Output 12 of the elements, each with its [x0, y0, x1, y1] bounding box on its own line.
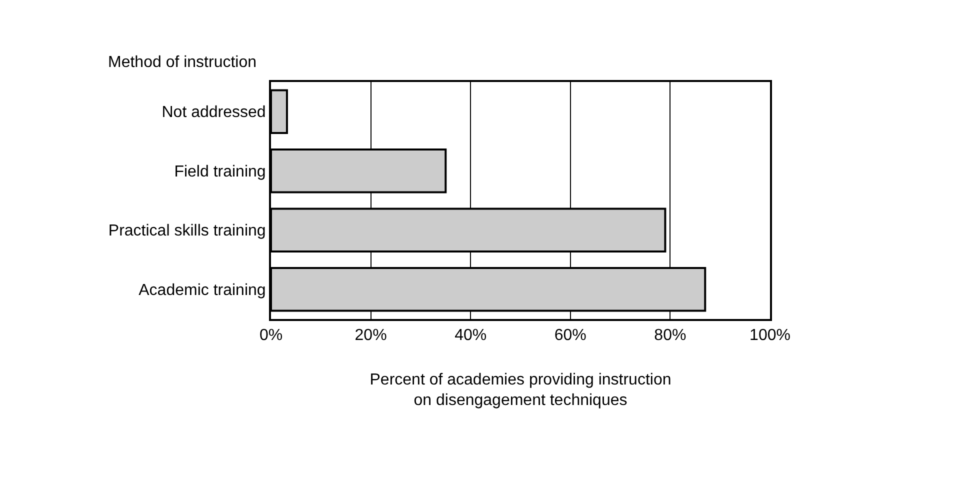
x-tick-label: 100% [750, 327, 790, 344]
y-tick-label: Academic training [138, 282, 266, 299]
x-axis-title: Percent of academies providing instruction on disengagement techniques [370, 371, 672, 410]
x-tick-label: 40% [454, 327, 487, 344]
x-tick-label: 80% [654, 327, 686, 344]
y-tick-label: Not addressed [162, 104, 266, 122]
x-tick-label: 60% [554, 327, 586, 344]
y-tick-label: Field training [174, 163, 266, 180]
x-tick-label: 20% [354, 327, 387, 344]
y-axis-title: Method of instruction [108, 54, 257, 71]
x-tick-label: 0% [259, 327, 283, 344]
y-tick-label: Practical skills training [108, 222, 266, 240]
